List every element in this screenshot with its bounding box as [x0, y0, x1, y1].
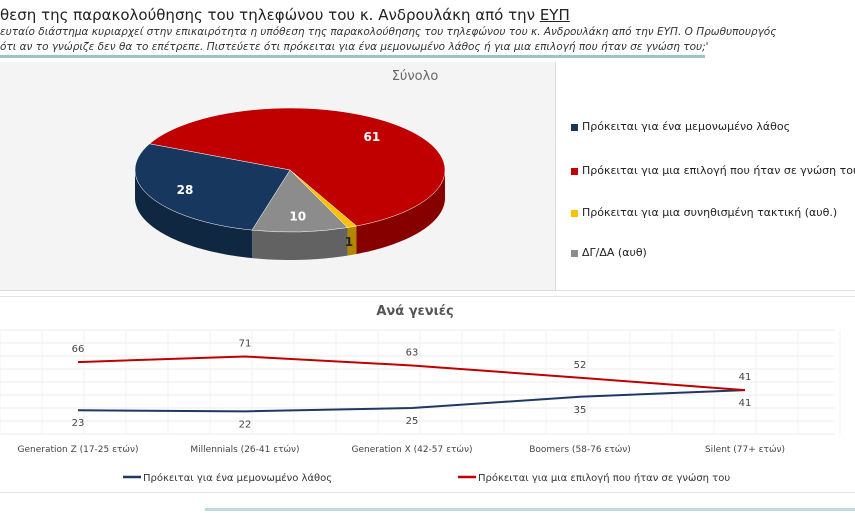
legend-label: Πρόκειται για μια συνηθισμένη τακτική (α…	[582, 206, 838, 219]
data-label: 41	[739, 398, 752, 409]
x-tick-label: Generation X (42-57 ετών)	[352, 444, 473, 455]
pie-slice-side	[251, 227, 348, 260]
divider	[205, 508, 855, 511]
data-label: 63	[406, 347, 419, 358]
data-label: 41	[739, 372, 752, 383]
legend-label: Πρόκειται για ένα μεμονωμένο λάθος	[143, 472, 332, 484]
data-label: 22	[239, 419, 252, 430]
pie-slice	[251, 169, 349, 233]
pie-title: Σύνολο	[392, 69, 439, 84]
page-title: θεση της παρακολούθησης του τηλεφώνου το…	[0, 6, 570, 24]
legend-swatch	[571, 123, 578, 131]
legend-item: Πρόκειται για μια συνηθισμένη τακτική (α…	[571, 206, 837, 219]
divider	[0, 55, 705, 58]
eyp-link[interactable]: ΕΥΠ	[539, 6, 570, 24]
series-line	[77, 355, 746, 392]
data-label: 25	[406, 416, 419, 427]
question-line-1: ευταίο διάστημα κυριαρχεί στην επικαιρότ…	[0, 26, 777, 38]
legend-item: Πρόκειται για ένα μεμονωμένο λάθος	[571, 120, 790, 133]
x-tick-label: Silent (77+ ετών)	[705, 444, 785, 455]
legend-swatch	[571, 209, 578, 217]
data-label: 71	[239, 338, 252, 349]
x-tick-label: Millennials (26-41 ετών)	[190, 444, 299, 455]
legend-swatch	[571, 167, 578, 175]
line-title: Ανά γενιές	[376, 304, 453, 319]
pie-slice-side	[135, 170, 252, 259]
pie-slice	[134, 143, 291, 231]
x-tick-label: Generation Z (17-25 ετών)	[18, 444, 139, 455]
legend-label: Πρόκειται για μια επιλογή που ήταν σε γν…	[478, 472, 730, 484]
question-line-2: ότι αν το γνώριζε δεν θα το επέτρεπε. Πι…	[0, 41, 709, 53]
pie-slice	[148, 107, 446, 227]
data-label: 23	[72, 418, 85, 429]
pie-data-label: 1	[345, 235, 353, 249]
pie-legend: Πρόκειται για ένα μεμονωμένο λάθος Πρόκε…	[555, 62, 855, 290]
series-line	[77, 389, 746, 413]
pie-data-label: 61	[364, 130, 381, 144]
legend-label: Πρόκειται για ένα μεμονωμένο λάθος	[582, 120, 791, 133]
pie-data-label: 28	[177, 183, 194, 197]
pie-data-label: 10	[289, 209, 306, 223]
legend-label: ΔΓ/ΔΑ (αυθ)	[582, 246, 647, 259]
pie-slice-side	[356, 170, 445, 255]
legend-label: Πρόκειται για μια επιλογή που ήταν σε γν…	[582, 164, 855, 177]
data-label: 35	[574, 405, 587, 416]
pie-slice-side	[347, 226, 357, 256]
legend-item: ΔΓ/ΔΑ (αυθ)	[571, 246, 647, 259]
data-label: 52	[574, 360, 587, 371]
legend-swatch	[571, 249, 578, 257]
legend-item: Πρόκειται για μια επιλογή που ήταν σε γν…	[571, 164, 855, 177]
data-label: 66	[72, 344, 85, 355]
x-tick-label: Boomers (58-76 ετών)	[529, 444, 631, 455]
